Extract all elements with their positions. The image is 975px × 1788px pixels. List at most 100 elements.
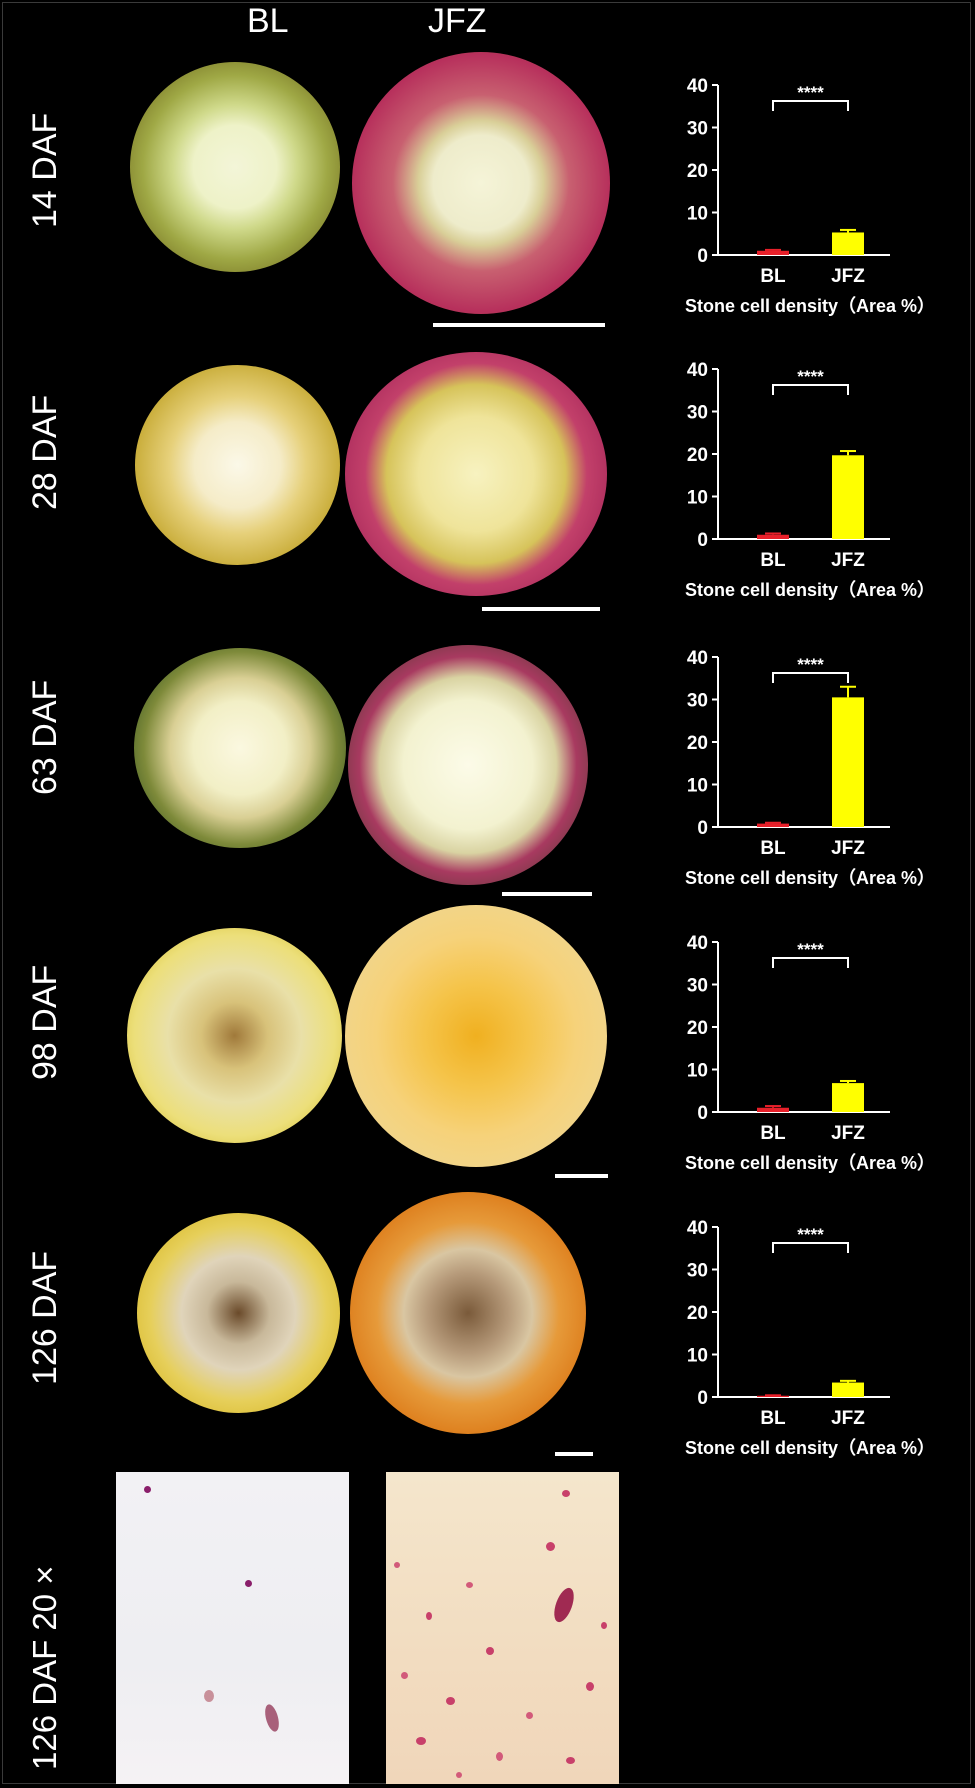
- bar-jfz: [832, 455, 864, 539]
- x-tick-label: JFZ: [831, 550, 865, 571]
- y-tick-label: 30: [687, 691, 708, 712]
- y-tick-label: 40: [687, 76, 708, 97]
- row-label-28daf: 28 DAF: [26, 394, 64, 510]
- y-tick-label: 30: [687, 1261, 708, 1282]
- y-tick-label: 0: [697, 1388, 708, 1409]
- y-tick-label: 20: [687, 1303, 708, 1324]
- micrograph-bl: [116, 1472, 349, 1784]
- x-tick-label: JFZ: [831, 266, 865, 287]
- y-tick-label: 40: [687, 360, 708, 381]
- stone-cell-jfz: [550, 1585, 578, 1625]
- x-tick-label: BL: [760, 838, 786, 859]
- row-label-126daf-20x: 126 DAF 20 ×: [26, 1565, 63, 1770]
- significance-label: ****: [797, 367, 824, 386]
- bar-bl: [757, 1107, 789, 1112]
- y-tick-label: 0: [697, 1103, 708, 1124]
- x-tick-label: BL: [760, 1408, 786, 1429]
- row-label-14daf: 14 DAF: [26, 112, 64, 228]
- bar-jfz: [832, 232, 864, 255]
- y-tick-label: 10: [687, 1346, 708, 1367]
- scale-bar-28daf: [482, 607, 600, 611]
- y-tick-label: 20: [687, 733, 708, 754]
- photo-jfz-98daf: [345, 905, 607, 1167]
- y-tick-label: 20: [687, 161, 708, 182]
- y-tick-label: 40: [687, 648, 708, 669]
- y-tick-label: 10: [687, 1061, 708, 1082]
- stone-cell-jfz: [586, 1682, 594, 1691]
- x-tick-label: BL: [760, 266, 786, 287]
- micrograph-jfz: [386, 1472, 619, 1784]
- y-tick-label: 30: [687, 976, 708, 997]
- y-tick-label: 40: [687, 933, 708, 954]
- stone-cell-jfz: [401, 1672, 408, 1679]
- photo-jfz-63daf: [348, 645, 588, 885]
- stone-cell-jfz: [456, 1772, 462, 1778]
- y-tick-label: 30: [687, 119, 708, 140]
- stone-cell-jfz: [546, 1542, 555, 1551]
- x-tick-label: JFZ: [831, 1408, 865, 1429]
- y-tick-label: 40: [687, 1218, 708, 1239]
- photo-jfz-28daf: [345, 352, 607, 596]
- stone-cell-bl: [262, 1702, 282, 1734]
- stone-cell-bl: [245, 1580, 252, 1587]
- bar-chart: 0 10 20 30 40 BL JFZ **** Stone cell density（Are…: [685, 360, 935, 600]
- bar-jfz: [832, 1382, 864, 1397]
- bar-chart: 0 10 20 30 40 BL JFZ **** Stone cell density（Are…: [685, 76, 935, 316]
- photo-bl-28daf: [135, 365, 340, 565]
- row-label-126daf: 126 DAF: [26, 1250, 64, 1385]
- stone-cell-jfz: [526, 1712, 533, 1719]
- x-tick-label: JFZ: [831, 1123, 865, 1144]
- y-tick-label: 20: [687, 445, 708, 466]
- bar-chart: 0 10 20 30 40 BL JFZ **** Stone cell density（Are…: [685, 933, 935, 1173]
- y-tick-label: 10: [687, 488, 708, 509]
- y-tick-label: 0: [697, 818, 708, 839]
- significance-label: ****: [797, 940, 824, 959]
- stone-cell-jfz: [601, 1622, 607, 1629]
- stone-cell-jfz: [496, 1752, 503, 1761]
- significance-label: ****: [797, 83, 824, 102]
- stone-cell-jfz: [486, 1647, 494, 1655]
- x-tick-label: BL: [760, 550, 786, 571]
- bar-bl: [757, 1395, 789, 1397]
- scale-bar-63daf: [502, 892, 592, 896]
- y-tick-label: 10: [687, 204, 708, 225]
- x-tick-label: BL: [760, 1123, 786, 1144]
- bar-jfz: [832, 1083, 864, 1112]
- photo-bl-14daf: [130, 62, 340, 272]
- significance-label: ****: [797, 655, 824, 674]
- significance-bracket: [772, 1242, 849, 1253]
- stone-cell-jfz: [446, 1697, 455, 1705]
- y-tick-label: 20: [687, 1018, 708, 1039]
- stone-cell-jfz: [426, 1612, 432, 1620]
- stone-cell-jfz: [394, 1562, 400, 1568]
- x-axis-label: Stone cell density（Area %）: [685, 868, 935, 888]
- scale-bar-14daf: [433, 323, 605, 327]
- x-axis-label: Stone cell density（Area %）: [685, 580, 935, 600]
- significance-label: ****: [797, 1225, 824, 1244]
- significance-bracket: [772, 384, 849, 395]
- scale-bar-126daf: [555, 1452, 593, 1456]
- y-tick-label: 10: [687, 776, 708, 797]
- significance-bracket: [772, 957, 849, 968]
- bar-bl: [757, 534, 789, 539]
- y-tick-label: 0: [697, 246, 708, 267]
- stone-cell-jfz: [566, 1757, 575, 1764]
- x-axis-label: Stone cell density（Area %）: [685, 1153, 935, 1173]
- x-tick-label: JFZ: [831, 838, 865, 859]
- column-header-bl: BL: [247, 2, 289, 40]
- stone-cell-jfz: [466, 1582, 473, 1588]
- stone-cell-bl: [144, 1486, 151, 1493]
- x-axis-label: Stone cell density（Area %）: [685, 296, 935, 316]
- bar-bl: [757, 250, 789, 255]
- row-label-98daf: 98 DAF: [26, 964, 64, 1080]
- row-label-63daf: 63 DAF: [26, 679, 64, 795]
- photo-bl-98daf: [127, 928, 342, 1143]
- photo-jfz-126daf: [350, 1192, 586, 1434]
- bar-chart: 0 10 20 30 40 BL JFZ **** Stone cell density（Are…: [685, 1218, 935, 1458]
- scale-bar-98daf: [555, 1174, 608, 1178]
- column-header-jfz: JFZ: [428, 2, 487, 40]
- stone-cell-jfz: [562, 1490, 570, 1497]
- photo-bl-126daf: [137, 1213, 340, 1413]
- y-tick-label: 30: [687, 403, 708, 424]
- photo-jfz-14daf: [352, 52, 610, 314]
